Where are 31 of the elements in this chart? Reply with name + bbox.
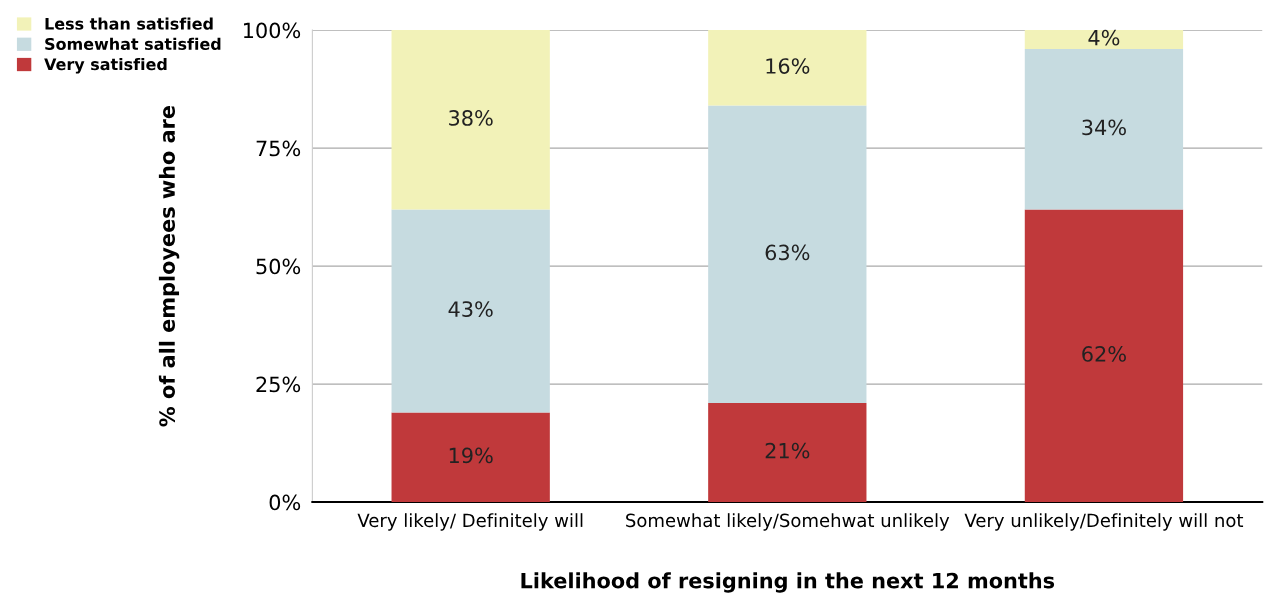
- bar: [391, 412, 550, 503]
- y-tick-label: 0%: [269, 494, 301, 511]
- data-label: 43%: [448, 301, 493, 317]
- bar: [708, 30, 867, 106]
- data-label: 19%: [449, 447, 493, 464]
- bar: [708, 105, 867, 403]
- y-tick-label: 50%: [256, 258, 301, 275]
- bar: [391, 30, 550, 210]
- data-label: 34%: [1082, 119, 1126, 136]
- data-label: 21%: [765, 442, 810, 459]
- data-label: 38%: [449, 110, 493, 126]
- x-tick-label: Somewhat likely/Somehwat unlikely: [626, 513, 950, 531]
- data-label: 4%: [1088, 29, 1120, 46]
- bar: [708, 402, 867, 503]
- bar: [1024, 209, 1184, 503]
- y-axis-title: % of all employees who are: [158, 106, 180, 427]
- bar: [1024, 48, 1184, 210]
- data-label: 62%: [1082, 346, 1126, 362]
- legend-label: Less than satisfied: [45, 17, 213, 30]
- x-axis-title: Likelihood of resigning in the next 12 months: [521, 572, 1055, 593]
- data-label: 16%: [766, 58, 810, 74]
- legend-label: Somewhat satisfied: [45, 37, 221, 50]
- data-label: 63%: [765, 244, 810, 261]
- legend-label: Very satisfied: [44, 57, 167, 74]
- y-tick-label: 75%: [256, 140, 301, 157]
- bar: [391, 209, 550, 413]
- y-tick-label: 100%: [243, 22, 301, 39]
- y-tick-label: 25%: [256, 376, 301, 393]
- x-tick-label: Very likely/ Definitely will: [357, 513, 583, 531]
- bar: [1024, 30, 1184, 49]
- x-tick-label: Very unlikely/Definitely will not: [964, 513, 1244, 531]
